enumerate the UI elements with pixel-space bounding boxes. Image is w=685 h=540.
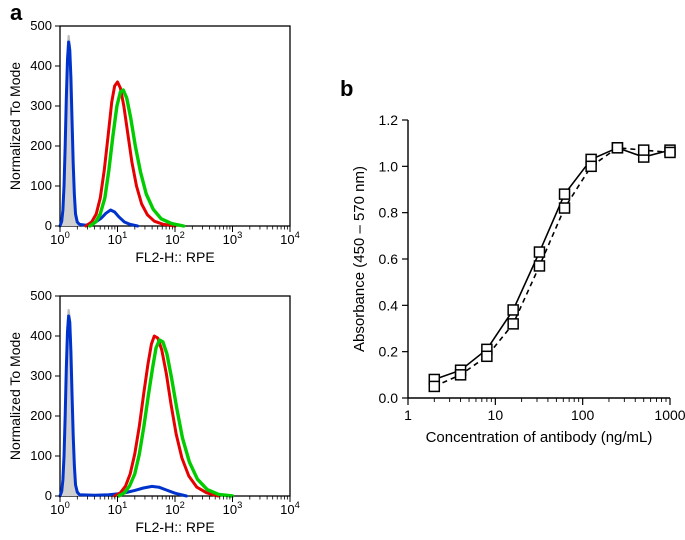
svg-text:0.4: 0.4	[379, 297, 399, 313]
flow-histogram: 0100200300400500Normalized To Mode100101…	[7, 18, 300, 265]
svg-text:1.2: 1.2	[379, 112, 399, 128]
svg-text:100: 100	[571, 407, 595, 423]
svg-text:101: 101	[108, 500, 128, 517]
svg-text:200: 200	[30, 138, 52, 153]
svg-text:10: 10	[488, 407, 504, 423]
svg-text:0.2: 0.2	[379, 344, 399, 360]
panel-a-label: a	[10, 0, 22, 26]
svg-text:400: 400	[30, 58, 52, 73]
svg-text:0.0: 0.0	[379, 390, 399, 406]
svg-text:104: 104	[280, 230, 300, 247]
svg-text:500: 500	[30, 288, 52, 303]
svg-text:Normalized To Mode: Normalized To Mode	[7, 62, 23, 190]
svg-text:200: 200	[30, 408, 52, 423]
svg-text:400: 400	[30, 328, 52, 343]
dose-response-chart: 0.0 0.2 0.4 0.6 0.8 1.0 1.2 Absorbance (450 – 5…	[351, 112, 685, 446]
svg-text:100: 100	[30, 448, 52, 463]
svg-text:1.0: 1.0	[379, 158, 399, 174]
svg-text:102: 102	[165, 230, 185, 247]
svg-text:100: 100	[50, 500, 70, 517]
flow-histogram: 0100200300400500Normalized To Mode100101…	[7, 288, 300, 535]
svg-text:Absorbance (450 – 570 nm): Absorbance (450 – 570 nm)	[351, 166, 368, 352]
svg-text:104: 104	[280, 500, 300, 517]
panel-b-label: b	[340, 76, 353, 102]
svg-text:0.8: 0.8	[379, 205, 399, 221]
svg-text:300: 300	[30, 368, 52, 383]
svg-text:1: 1	[404, 407, 412, 423]
svg-text:0: 0	[45, 218, 52, 233]
svg-text:Concentration of antibody (ng/: Concentration of antibody (ng/mL)	[426, 429, 653, 446]
svg-text:101: 101	[108, 230, 128, 247]
svg-text:102: 102	[165, 500, 185, 517]
svg-text:FL2-H:: RPE: FL2-H:: RPE	[135, 519, 214, 535]
svg-text:100: 100	[50, 230, 70, 247]
svg-text:300: 300	[30, 98, 52, 113]
svg-text:0: 0	[45, 488, 52, 503]
svg-text:103: 103	[223, 230, 243, 247]
svg-text:Normalized To Mode: Normalized To Mode	[7, 332, 23, 460]
svg-text:100: 100	[30, 178, 52, 193]
svg-text:500: 500	[30, 18, 52, 33]
svg-text:1000: 1000	[654, 407, 685, 423]
svg-text:103: 103	[223, 500, 243, 517]
svg-text:FL2-H:: RPE: FL2-H:: RPE	[135, 249, 214, 265]
svg-text:0.6: 0.6	[379, 251, 399, 267]
